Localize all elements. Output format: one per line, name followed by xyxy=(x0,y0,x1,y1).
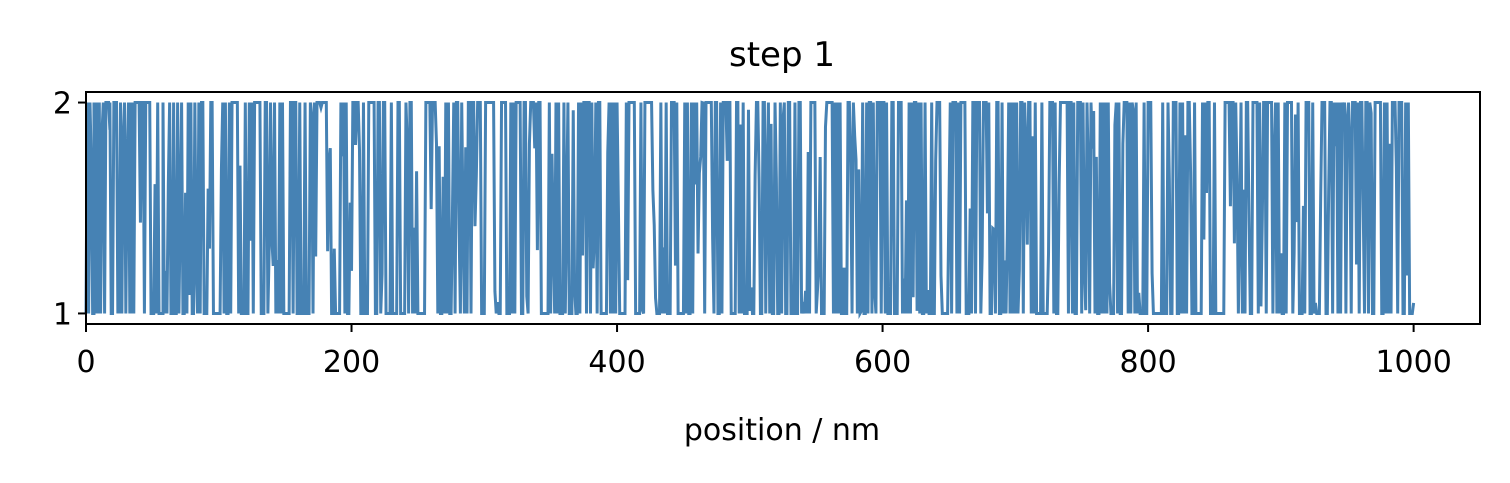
y-tick-label: 1 xyxy=(53,297,72,332)
x-tick-label: 1000 xyxy=(1375,345,1451,380)
x-tick-label: 800 xyxy=(1119,345,1176,380)
x-axis-title: position / nm xyxy=(684,413,880,448)
x-tick-label: 400 xyxy=(588,345,645,380)
x-tick-label: 600 xyxy=(854,345,911,380)
y-tick-label: 2 xyxy=(53,87,72,122)
x-tick-label: 200 xyxy=(323,345,380,380)
chart-title: step 1 xyxy=(729,35,835,75)
x-tick-label: 0 xyxy=(76,345,95,380)
